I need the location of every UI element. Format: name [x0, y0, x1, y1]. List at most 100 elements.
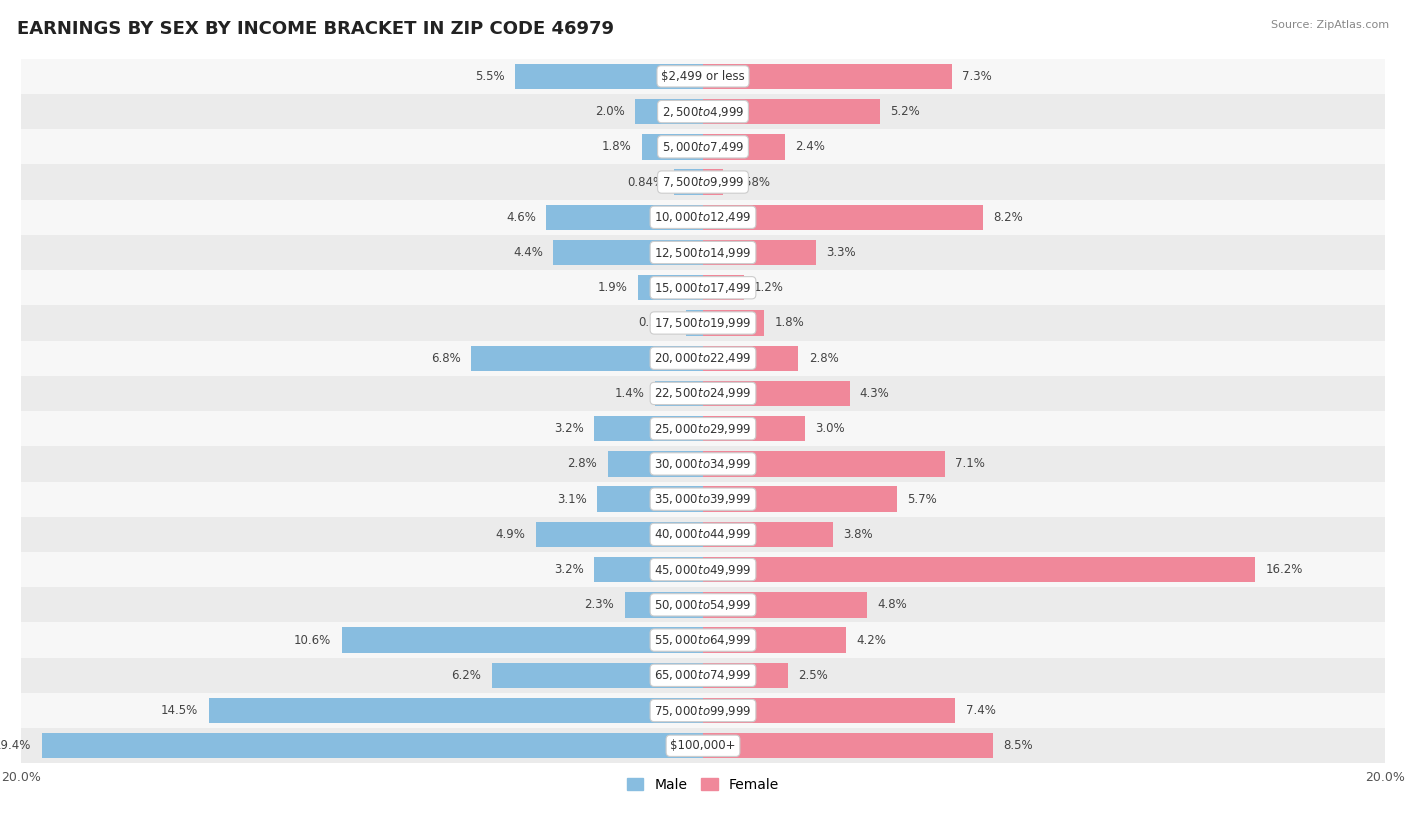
Bar — [703, 451, 945, 477]
Text: 4.6%: 4.6% — [506, 211, 536, 224]
Text: 2.5%: 2.5% — [799, 669, 828, 682]
Text: 0.84%: 0.84% — [627, 176, 664, 189]
Bar — [0, 340, 1406, 376]
Text: $7,500 to $9,999: $7,500 to $9,999 — [662, 175, 744, 189]
Bar — [0, 270, 1406, 305]
Text: 2.8%: 2.8% — [568, 457, 598, 470]
Text: 5.2%: 5.2% — [890, 105, 921, 118]
Bar — [675, 169, 703, 195]
Bar — [703, 240, 815, 265]
Text: 4.3%: 4.3% — [860, 387, 890, 400]
Bar — [0, 552, 1406, 587]
Bar — [703, 733, 993, 759]
Text: 2.0%: 2.0% — [595, 105, 624, 118]
Text: $2,500 to $4,999: $2,500 to $4,999 — [662, 104, 744, 119]
Text: $25,000 to $29,999: $25,000 to $29,999 — [654, 422, 752, 435]
Text: 7.4%: 7.4% — [966, 704, 995, 717]
Text: $40,000 to $44,999: $40,000 to $44,999 — [654, 527, 752, 541]
Text: 2.4%: 2.4% — [794, 140, 825, 153]
Bar — [703, 557, 1256, 582]
Text: 2.8%: 2.8% — [808, 352, 838, 365]
Bar — [0, 623, 1406, 658]
Bar — [0, 94, 1406, 129]
Bar — [0, 729, 1406, 764]
Bar — [0, 587, 1406, 623]
Bar — [703, 522, 832, 547]
Bar — [686, 310, 703, 335]
Bar — [703, 134, 785, 160]
Text: $55,000 to $64,999: $55,000 to $64,999 — [654, 633, 752, 647]
Text: 1.8%: 1.8% — [602, 140, 631, 153]
Text: 5.7%: 5.7% — [908, 492, 938, 505]
Text: $5,000 to $7,499: $5,000 to $7,499 — [662, 140, 744, 154]
Text: 7.3%: 7.3% — [962, 70, 991, 83]
Text: 6.2%: 6.2% — [451, 669, 481, 682]
Legend: Male, Female: Male, Female — [621, 772, 785, 797]
Bar — [536, 522, 703, 547]
Bar — [703, 204, 983, 230]
Bar — [703, 99, 880, 125]
Text: $100,000+: $100,000+ — [671, 739, 735, 752]
Bar — [624, 592, 703, 618]
Text: 14.5%: 14.5% — [162, 704, 198, 717]
Text: 3.2%: 3.2% — [554, 422, 583, 435]
Bar — [607, 451, 703, 477]
Bar — [208, 698, 703, 723]
Text: $17,500 to $19,999: $17,500 to $19,999 — [654, 316, 752, 330]
Bar — [471, 345, 703, 371]
Text: Source: ZipAtlas.com: Source: ZipAtlas.com — [1271, 20, 1389, 30]
Text: 4.8%: 4.8% — [877, 598, 907, 611]
Bar — [0, 235, 1406, 270]
Text: 3.8%: 3.8% — [842, 528, 872, 540]
Bar — [0, 376, 1406, 411]
Text: 1.9%: 1.9% — [598, 282, 628, 294]
Bar — [703, 63, 952, 89]
Text: 6.8%: 6.8% — [432, 352, 461, 365]
Bar — [0, 164, 1406, 199]
Text: $15,000 to $17,499: $15,000 to $17,499 — [654, 281, 752, 295]
Text: 2.3%: 2.3% — [585, 598, 614, 611]
Text: 10.6%: 10.6% — [294, 633, 332, 646]
Bar — [516, 63, 703, 89]
Text: 3.3%: 3.3% — [825, 246, 855, 259]
Bar — [0, 693, 1406, 729]
Text: 8.5%: 8.5% — [1002, 739, 1032, 752]
Bar — [703, 592, 866, 618]
Bar — [0, 129, 1406, 164]
Bar — [593, 416, 703, 441]
Bar — [0, 446, 1406, 482]
Bar — [0, 658, 1406, 693]
Bar — [703, 663, 789, 688]
Text: $22,500 to $24,999: $22,500 to $24,999 — [654, 387, 752, 400]
Text: $50,000 to $54,999: $50,000 to $54,999 — [654, 597, 752, 612]
Bar — [0, 482, 1406, 517]
Text: 7.1%: 7.1% — [955, 457, 986, 470]
Bar — [553, 240, 703, 265]
Text: 1.2%: 1.2% — [754, 282, 785, 294]
Bar — [703, 487, 897, 512]
Bar — [655, 381, 703, 406]
Text: 1.4%: 1.4% — [616, 387, 645, 400]
Text: 3.2%: 3.2% — [554, 563, 583, 576]
Text: 0.51%: 0.51% — [638, 317, 675, 330]
Bar — [0, 517, 1406, 552]
Bar — [641, 134, 703, 160]
Bar — [0, 411, 1406, 446]
Text: $10,000 to $12,499: $10,000 to $12,499 — [654, 210, 752, 225]
Bar — [593, 557, 703, 582]
Text: $12,500 to $14,999: $12,500 to $14,999 — [654, 246, 752, 260]
Text: 8.2%: 8.2% — [993, 211, 1022, 224]
Text: 19.4%: 19.4% — [0, 739, 31, 752]
Bar — [703, 698, 955, 723]
Bar — [342, 628, 703, 653]
Bar — [638, 275, 703, 300]
Bar — [546, 204, 703, 230]
Text: $2,499 or less: $2,499 or less — [661, 70, 745, 83]
Bar — [492, 663, 703, 688]
Text: 4.4%: 4.4% — [513, 246, 543, 259]
Bar — [703, 416, 806, 441]
Bar — [703, 628, 846, 653]
Text: $65,000 to $74,999: $65,000 to $74,999 — [654, 668, 752, 682]
Bar — [703, 345, 799, 371]
Text: $45,000 to $49,999: $45,000 to $49,999 — [654, 562, 752, 576]
